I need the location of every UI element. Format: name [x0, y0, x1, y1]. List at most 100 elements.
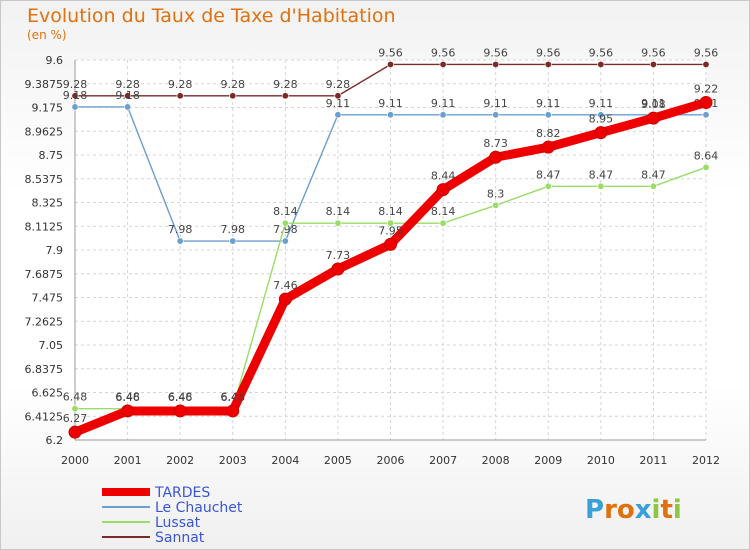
data-point-sannat: [124, 92, 132, 100]
x-tick-label: 2010: [587, 454, 615, 467]
data-label-tardes: 9.08: [641, 98, 666, 111]
data-point-sannat: [334, 92, 342, 100]
data-label-tardes: 8.95: [589, 113, 614, 126]
legend-label: Le Chauchet: [155, 500, 243, 516]
data-point-le-chauchet: [71, 103, 79, 111]
data-label-sannat: 9.56: [589, 46, 614, 59]
data-label-sannat: 9.28: [273, 78, 298, 91]
data-label-tardes: 8.73: [483, 137, 508, 150]
x-tick-label: 2003: [219, 454, 247, 467]
data-point-le-chauchet: [229, 237, 237, 245]
data-label-lussat: 6.48: [168, 391, 193, 404]
y-tick-label: 7.6875: [25, 268, 64, 281]
data-label-tardes: 8.82: [536, 127, 561, 140]
logo-letter: i: [652, 495, 661, 525]
data-label-tardes: 6.27: [63, 412, 88, 425]
data-label-le-chauchet: 9.18: [115, 89, 140, 102]
data-point-le-chauchet: [702, 111, 710, 119]
y-tick-label: 9.175: [32, 102, 64, 115]
y-tick-label: 7.9: [46, 244, 64, 257]
data-label-lussat: 8.64: [694, 149, 719, 162]
y-tick-label: 6.8375: [25, 363, 64, 376]
unit-label: (en %): [27, 28, 67, 42]
data-label-le-chauchet: 7.98: [273, 223, 298, 236]
y-tick-label: 8.5375: [25, 173, 64, 186]
data-point-lussat: [649, 182, 657, 190]
data-label-sannat: 9.28: [63, 78, 88, 91]
legend-label: Lussat: [155, 515, 201, 531]
data-label-le-chauchet: 9.11: [431, 97, 456, 110]
data-label-lussat: 8.3: [487, 187, 505, 200]
data-label-lussat: 8.47: [536, 168, 561, 181]
data-label-le-chauchet: 9.11: [483, 97, 508, 110]
data-point-tardes: [68, 425, 82, 439]
data-point-tardes: [173, 404, 187, 418]
data-point-tardes: [278, 292, 292, 306]
data-label-le-chauchet: 7.98: [168, 223, 193, 236]
data-point-tardes: [699, 95, 713, 109]
data-label-lussat: 8.47: [641, 168, 666, 181]
data-point-tardes: [541, 140, 555, 154]
data-label-le-chauchet: 9.11: [378, 97, 403, 110]
data-label-tardes: 6.46: [115, 391, 140, 404]
data-point-lussat: [492, 201, 500, 209]
x-tick-label: 2002: [166, 454, 194, 467]
x-tick-label: 2012: [692, 454, 720, 467]
data-label-lussat: 6.48: [115, 391, 140, 404]
y-tick-label: 9.6: [46, 54, 64, 67]
data-point-sannat: [71, 92, 79, 100]
data-point-tardes: [226, 404, 240, 418]
data-label-le-chauchet: 9.11: [326, 97, 351, 110]
data-point-sannat: [229, 92, 237, 100]
x-tick-label: 2007: [429, 454, 457, 467]
data-point-le-chauchet: [124, 103, 132, 111]
x-tick-label: 2009: [534, 454, 562, 467]
data-point-lussat: [597, 182, 605, 190]
data-label-le-chauchet: 9.11: [536, 97, 561, 110]
x-tick-label: 2008: [482, 454, 510, 467]
data-point-le-chauchet: [544, 111, 552, 119]
y-tick-label: 8.325: [32, 197, 64, 210]
data-label-tardes: 6.46: [168, 391, 193, 404]
data-point-sannat: [176, 92, 184, 100]
y-tick-label: 7.2625: [25, 315, 64, 328]
data-point-lussat: [702, 163, 710, 171]
x-tick-label: 2005: [324, 454, 352, 467]
logo-letter: t: [660, 495, 672, 525]
data-point-sannat: [544, 60, 552, 68]
logo-letter: x: [635, 495, 652, 525]
data-label-lussat: 6.48: [63, 391, 88, 404]
data-point-tardes: [646, 111, 660, 125]
y-tick-label: 9.3875: [25, 78, 64, 91]
data-point-tardes: [594, 126, 608, 140]
data-label-sannat: 9.56: [431, 46, 456, 59]
data-point-sannat: [492, 60, 500, 68]
data-label-sannat: 9.56: [641, 46, 666, 59]
data-point-lussat: [71, 405, 79, 413]
data-label-le-chauchet: 7.98: [221, 223, 246, 236]
data-label-lussat: 8.14: [273, 205, 298, 218]
data-point-le-chauchet: [492, 111, 500, 119]
data-label-sannat: 9.28: [168, 78, 193, 91]
data-label-tardes: 6.46: [221, 391, 246, 404]
y-tick-label: 6.625: [32, 387, 64, 400]
data-label-lussat: 8.14: [431, 205, 456, 218]
data-label-le-chauchet: 9.11: [641, 97, 666, 110]
legend-label: Sannat: [155, 530, 205, 546]
data-point-tardes: [331, 262, 345, 276]
data-point-sannat: [702, 60, 710, 68]
data-point-le-chauchet: [386, 111, 394, 119]
data-label-lussat: 8.14: [326, 205, 351, 218]
data-point-tardes: [436, 183, 450, 197]
y-tick-label: 7.475: [32, 292, 64, 305]
data-label-tardes: 7.46: [273, 279, 298, 292]
data-label-le-chauchet: 9.18: [63, 89, 88, 102]
x-tick-label: 2001: [114, 454, 142, 467]
data-point-lussat: [439, 219, 447, 227]
data-label-sannat: 9.28: [326, 78, 351, 91]
x-tick-label: 2000: [61, 454, 89, 467]
data-point-le-chauchet: [281, 237, 289, 245]
data-label-tardes: 7.73: [326, 249, 351, 262]
data-point-le-chauchet: [176, 237, 184, 245]
y-tick-label: 8.1125: [25, 220, 64, 233]
